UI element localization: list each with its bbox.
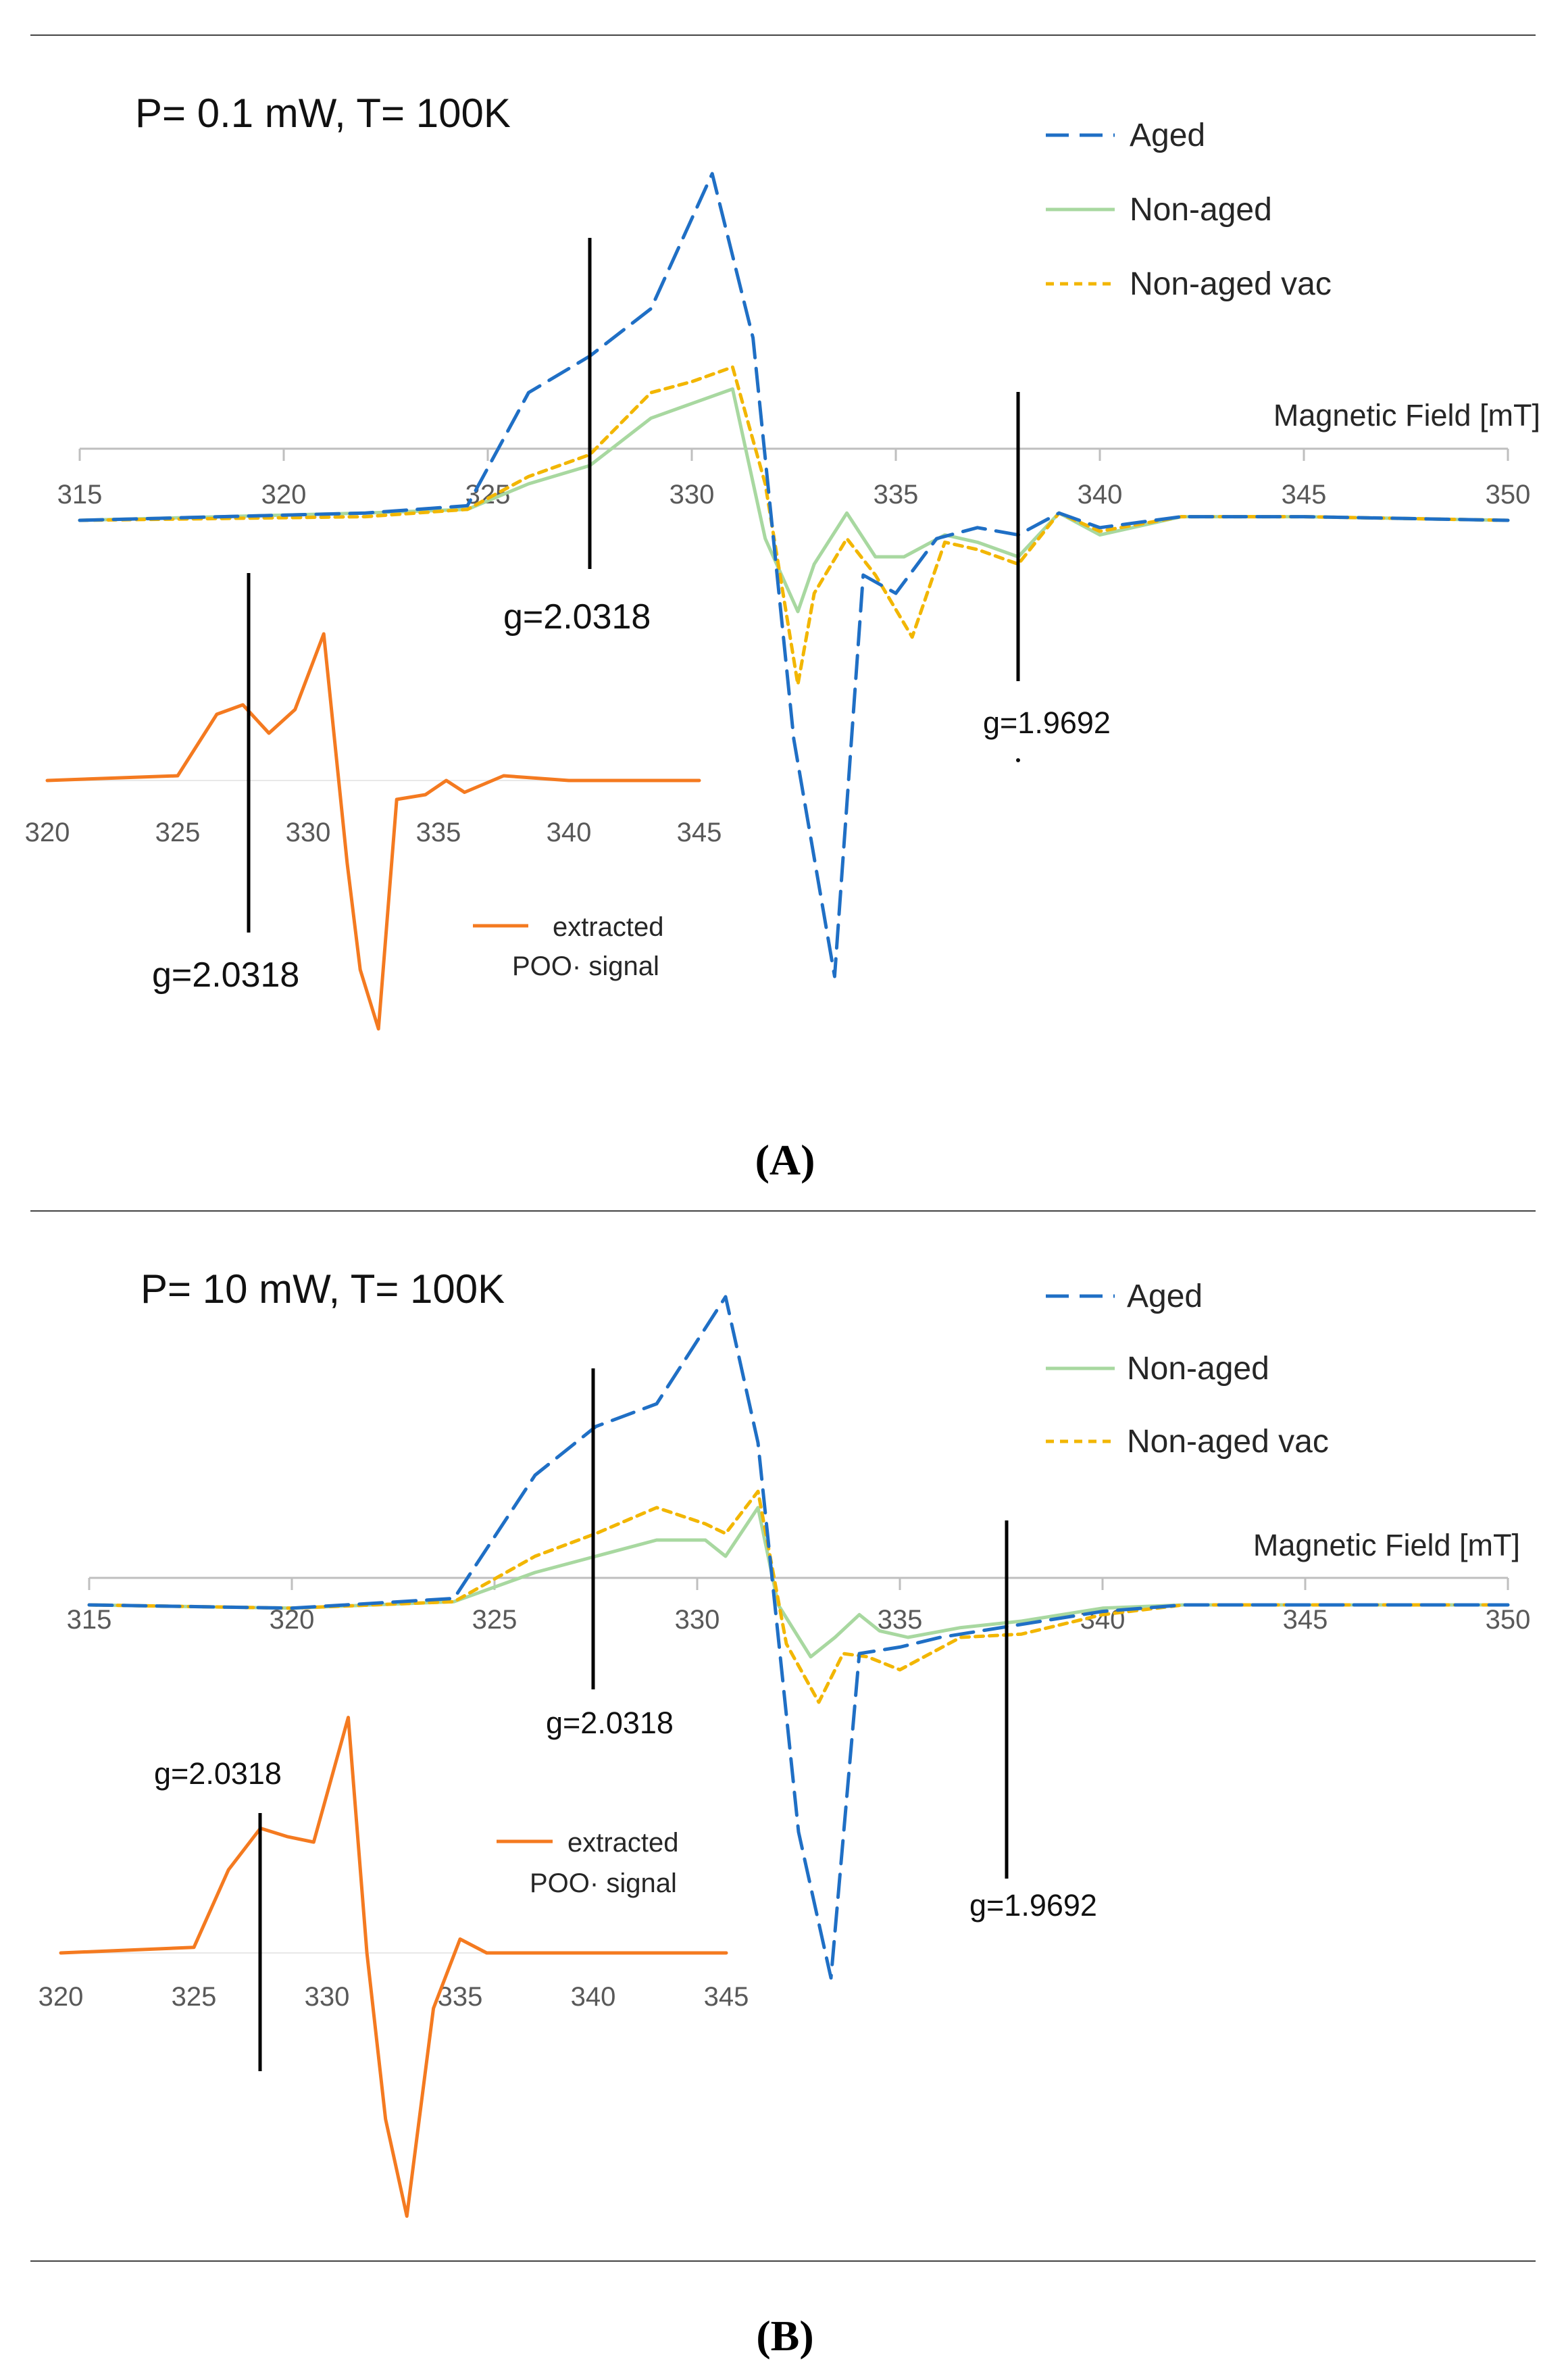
panel-a: 315 320 325 330 335 340 345 350 Magnetic Field … xyxy=(25,91,1540,1184)
panel-caption: (A) xyxy=(755,1136,815,1184)
x-tick-label: 335 xyxy=(878,1605,923,1635)
legend-label-non-aged-vac: Non-aged vac xyxy=(1130,266,1332,302)
panel-b-main-axis: 315 320 325 330 335 340 345 350 Magnetic Field … xyxy=(67,1528,1531,1635)
series-line-extracted xyxy=(45,632,701,1031)
legend: Aged Non-aged Non-aged vac xyxy=(1046,118,1332,302)
inset-x-tick-label: 320 xyxy=(39,1982,84,2012)
inset-x-tick-label: 340 xyxy=(547,818,592,847)
panel-title: P= 0.1 mW, T= 100K xyxy=(135,91,511,136)
x-tick-label: 350 xyxy=(1486,1605,1531,1635)
inset-legend-label: extracted xyxy=(567,1828,679,1858)
inset-legend-label: POO· signal xyxy=(530,1868,677,1898)
x-tick-label: 330 xyxy=(670,480,715,510)
inset-x-tick-label: 325 xyxy=(155,818,201,847)
inset-x-tick-label: 340 xyxy=(571,1982,616,2012)
inset-x-tick-label: 330 xyxy=(286,818,331,847)
marker-dot xyxy=(1016,758,1020,762)
legend-label-non-aged: Non-aged xyxy=(1130,192,1272,228)
inset-x-tick-label: 330 xyxy=(305,1982,350,2012)
inset-x-tick-label: 325 xyxy=(172,1982,217,2012)
x-tick-label: 340 xyxy=(1078,480,1123,510)
x-tick-label: 320 xyxy=(270,1605,315,1635)
g-marker-label: g=1.9692 xyxy=(983,705,1111,740)
series-line-non-aged xyxy=(87,1506,1510,1659)
x-tick-label: 315 xyxy=(57,480,103,510)
x-axis-label: Magnetic Field [mT] xyxy=(1253,1528,1520,1562)
inset-legend-label: extracted xyxy=(553,912,664,942)
inset-x-tick-label: 345 xyxy=(677,818,722,847)
inset-x-tick-label: 335 xyxy=(416,818,461,847)
inset-x-tick-label: 320 xyxy=(25,818,70,847)
x-tick-label: 345 xyxy=(1283,1605,1328,1635)
x-tick-label: 330 xyxy=(675,1605,720,1635)
x-tick-label: 345 xyxy=(1282,480,1327,510)
series-line-aged xyxy=(78,172,1510,978)
inset-x-tick-label: 345 xyxy=(704,1982,749,2012)
panel-caption: (B) xyxy=(756,2312,813,2360)
panel-a-main-axis: 315 320 325 330 335 340 345 350 Magnetic Field … xyxy=(57,398,1540,510)
panel-b: 315 320 325 330 335 340 345 350 Magnetic Field … xyxy=(39,1266,1531,2360)
series-line-non-aged-vac xyxy=(87,1489,1510,1704)
legend-label-aged: Aged xyxy=(1127,1279,1203,1314)
legend-label-non-aged: Non-aged xyxy=(1127,1351,1269,1387)
inset-x-tick-label: 335 xyxy=(438,1982,483,2012)
series-line-aged xyxy=(87,1295,1510,1980)
panel-title: P= 10 mW, T= 100K xyxy=(141,1266,505,1312)
g-marker-label: g=2.0318 xyxy=(154,1756,282,1791)
x-tick-label: 315 xyxy=(67,1605,112,1635)
x-axis-label: Magnetic Field [mT] xyxy=(1273,398,1540,432)
x-tick-label: 325 xyxy=(472,1605,517,1635)
series-line-extracted xyxy=(59,1716,728,2218)
x-tick-label: 335 xyxy=(874,480,919,510)
g-marker-label: g=1.9692 xyxy=(969,1888,1097,1923)
legend-label-non-aged-vac: Non-aged vac xyxy=(1127,1424,1329,1460)
inset: 320 325 330 335 340 345 g=2.0318 extracted PO… xyxy=(25,573,722,1031)
g-marker-label: g=2.0318 xyxy=(503,597,651,637)
x-tick-label: 350 xyxy=(1486,480,1531,510)
legend: Aged Non-aged Non-aged vac xyxy=(1046,1279,1329,1460)
series-line-non-aged-vac xyxy=(78,365,1510,687)
legend-label-aged: Aged xyxy=(1130,118,1205,153)
g-marker-label: g=2.0318 xyxy=(546,1706,674,1740)
inset-legend-label: POO· signal xyxy=(512,951,659,981)
inset: 320 325 330 335 340 345 g=2.0318 extracted PO… xyxy=(39,1716,749,2218)
x-tick-label: 320 xyxy=(261,480,307,510)
series-line-non-aged xyxy=(78,387,1510,614)
g-marker-label: g=2.0318 xyxy=(152,956,299,995)
